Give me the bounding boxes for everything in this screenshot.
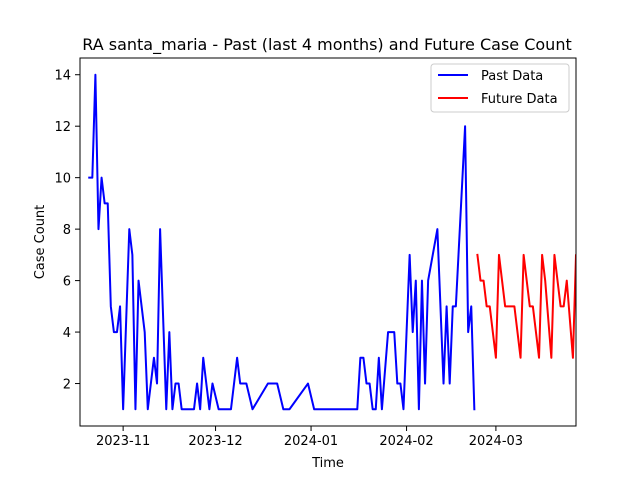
series-line-future-data [476, 253, 576, 359]
x-axis: 2023-11 2023-12 2024-01 2024-02 2024-03 [96, 426, 523, 449]
plot-area [79, 57, 577, 427]
y-tick-label: 12 [54, 120, 71, 135]
y-tick-label: 2 [63, 378, 71, 393]
x-tick-label: 2023-12 [188, 434, 242, 449]
y-tick-label: 4 [63, 326, 71, 341]
plot-frame [79, 57, 577, 427]
y-tick-label: 14 [54, 69, 71, 84]
legend-label-past-data: Past Data [481, 69, 543, 84]
y-tick-label: 10 [54, 172, 71, 187]
x-tick-label: 2024-03 [469, 434, 523, 449]
legend-label-future-data: Future Data [481, 92, 558, 107]
y-tick-label: 8 [63, 223, 71, 238]
x-tick-label: 2024-01 [284, 434, 338, 449]
legend: Past Data Future Data [430, 63, 570, 113]
y-tick-label: 6 [63, 275, 71, 290]
y-axis: 2 4 6 8 10 12 14 [54, 69, 80, 393]
x-tick-label: 2023-11 [96, 434, 150, 449]
x-tick-label: 2024-02 [379, 434, 433, 449]
chart-title: RA santa_maria - Past (last 4 months) an… [82, 35, 571, 55]
x-axis-label: Time [311, 456, 344, 471]
y-axis-label: Case Count [33, 205, 48, 280]
series-line-past-data [88, 73, 476, 411]
